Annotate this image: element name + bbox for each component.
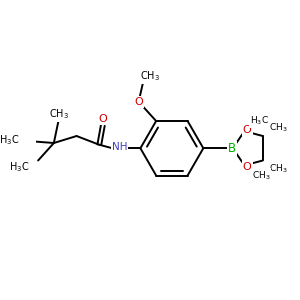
Text: CH$_3$: CH$_3$ [269,163,288,175]
Text: H$_3$C: H$_3$C [250,115,269,128]
Text: O: O [98,113,107,124]
Text: CH$_3$: CH$_3$ [49,107,69,121]
Text: O: O [243,162,251,172]
Text: CH$_3$: CH$_3$ [252,169,270,182]
Text: H$_3$C: H$_3$C [9,160,29,174]
Text: CH$_3$: CH$_3$ [269,121,288,134]
Text: B: B [228,142,236,155]
Text: O: O [134,97,143,107]
Text: O: O [243,125,251,135]
Text: CH$_3$: CH$_3$ [140,70,160,83]
Text: NH: NH [112,142,127,152]
Text: H$_3$C: H$_3$C [0,134,19,147]
